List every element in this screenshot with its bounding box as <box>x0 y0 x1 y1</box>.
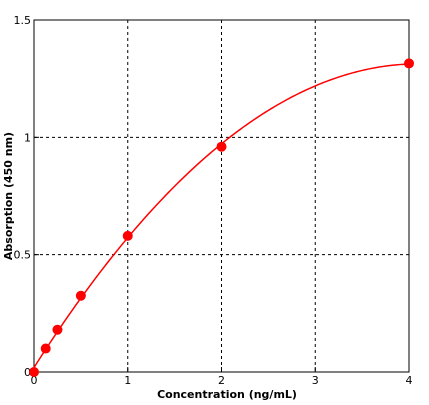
data-point <box>40 343 51 354</box>
x-tick-labels: 0 1 2 3 4 <box>31 374 413 387</box>
y-axis-title: Absorption (450 nm) <box>2 132 15 260</box>
data-point <box>29 367 39 377</box>
x-tick-label: 3 <box>312 374 319 387</box>
data-points <box>29 58 414 377</box>
data-point <box>122 230 133 241</box>
x-tick-label: 0 <box>31 374 38 387</box>
data-point <box>52 324 63 335</box>
x-tick-label: 4 <box>406 374 413 387</box>
x-tick-label: 1 <box>124 374 131 387</box>
data-point <box>75 290 86 301</box>
y-tick-label: 0.5 <box>14 249 32 262</box>
grid-lines <box>34 20 409 372</box>
x-axis-title: Concentration (ng/mL) <box>157 388 297 401</box>
y-tick-label: 1.5 <box>14 14 32 27</box>
y-tick-labels: 0 0.5 1 1.5 <box>14 14 32 379</box>
data-point <box>216 141 227 152</box>
x-tick-label: 2 <box>218 374 225 387</box>
y-tick-label: 0 <box>24 366 31 379</box>
data-point <box>404 58 414 69</box>
y-tick-label: 1 <box>24 131 31 144</box>
